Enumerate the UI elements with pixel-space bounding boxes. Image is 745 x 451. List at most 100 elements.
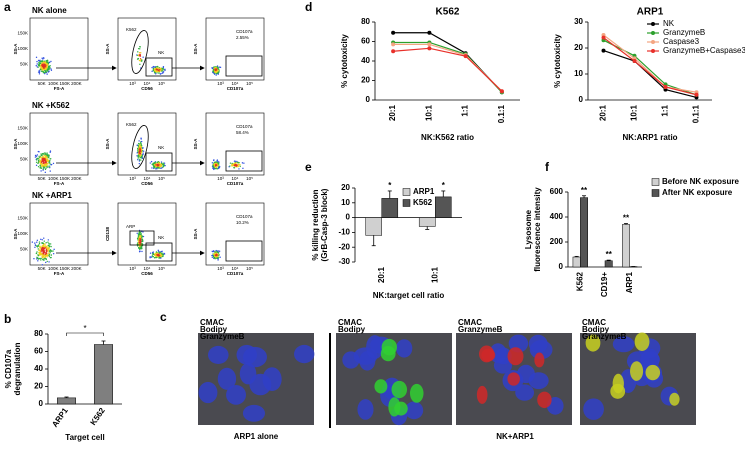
- event-dot: [229, 162, 232, 164]
- event-dot: [36, 256, 38, 259]
- event-dot: [39, 250, 41, 252]
- event-dot: [45, 167, 47, 170]
- nk-cell: [507, 372, 520, 386]
- event-dot: [42, 164, 44, 166]
- event-dot: [159, 164, 162, 166]
- event-dot: [211, 167, 214, 169]
- x-tick-label: 10³: [217, 266, 224, 271]
- x-tick-label: CD19+: [600, 272, 609, 297]
- y-tick-label: 600: [550, 187, 564, 196]
- event-dot: [149, 252, 152, 254]
- event-dot: [49, 150, 52, 152]
- event-dot: [39, 166, 42, 168]
- event-dot: [138, 143, 140, 145]
- significance: *: [442, 181, 446, 190]
- gate: [225, 150, 263, 172]
- event-dot: [39, 160, 42, 162]
- event-dot: [150, 160, 153, 163]
- event-dot: [47, 154, 49, 156]
- nk-cell: [585, 334, 601, 352]
- x-tick-label: 20:1: [599, 104, 608, 121]
- legend-label: Before NK exposure: [662, 177, 739, 186]
- event-dot: [44, 64, 46, 67]
- event-dot: [234, 164, 237, 166]
- event-dot: [154, 66, 156, 68]
- event-dot: [44, 152, 47, 154]
- event-dot: [142, 56, 144, 58]
- event-dot: [43, 246, 46, 248]
- bar: [604, 260, 613, 268]
- gate-label: K562: [126, 27, 137, 32]
- event-dot: [160, 255, 162, 257]
- event-dot: [139, 149, 142, 151]
- event-dot: [34, 242, 36, 244]
- event-dot: [37, 162, 39, 164]
- event-dot: [48, 261, 50, 263]
- event-dot: [140, 142, 142, 145]
- event-dot: [211, 162, 214, 164]
- event-dot: [156, 164, 158, 166]
- event-dot: [155, 68, 158, 70]
- event-dot: [154, 68, 156, 70]
- event-dot: [50, 163, 53, 166]
- legend-swatch: [402, 199, 411, 207]
- axis-label: SS-A: [193, 228, 198, 240]
- event-dot: [161, 253, 163, 255]
- event-dot: [40, 69, 42, 71]
- x-axis-label: NK:target cell ratio: [373, 291, 445, 300]
- event-dot: [45, 68, 47, 70]
- event-dot: [139, 60, 141, 62]
- event-dot: [43, 254, 45, 256]
- line: [603, 37, 697, 96]
- event-dot: [214, 257, 216, 259]
- result-label: CD107a: [236, 214, 253, 219]
- event-dot: [38, 73, 41, 75]
- event-dot: [138, 232, 141, 235]
- event-dot: [152, 162, 155, 164]
- event-dot: [52, 253, 55, 255]
- event-dot: [231, 165, 233, 167]
- axis-label: CD107a: [227, 181, 244, 186]
- event-dot: [217, 250, 219, 253]
- x-tick-label: 10³: [129, 266, 136, 271]
- event-dot: [35, 252, 38, 255]
- x-tick-label: 10⁵: [158, 176, 165, 181]
- cell: [242, 404, 266, 422]
- event-dot: [43, 166, 45, 168]
- marker: [391, 30, 396, 35]
- event-dot: [215, 68, 217, 70]
- event-dot: [156, 71, 158, 73]
- axis-label: CD56: [141, 271, 153, 276]
- event-dot: [140, 148, 143, 150]
- event-dot: [36, 258, 38, 260]
- event-dot: [163, 162, 166, 164]
- x-tick-label: 100K: [48, 176, 59, 181]
- event-dot: [48, 156, 50, 159]
- event-dot: [44, 164, 46, 167]
- event-dot: [162, 66, 165, 68]
- x-tick-label: 0.1:1: [497, 104, 506, 123]
- event-dot: [213, 164, 215, 166]
- y-axis-label: % cytotoxicity: [340, 34, 349, 88]
- event-dot: [215, 74, 217, 76]
- cell: [262, 367, 282, 392]
- cell: [516, 364, 535, 384]
- event-dot: [42, 256, 45, 258]
- gate-label: NK: [158, 235, 164, 240]
- event-dot: [139, 141, 142, 143]
- event-dot: [34, 154, 37, 157]
- event-dot: [44, 247, 47, 249]
- row-title: NK alone: [32, 6, 67, 15]
- event-dot: [48, 70, 50, 72]
- channel-label: Bodipy: [200, 325, 228, 334]
- event-dot: [36, 66, 39, 68]
- event-dot: [138, 152, 140, 154]
- event-dot: [138, 140, 140, 142]
- cell: [342, 351, 360, 369]
- event-dot: [45, 165, 47, 167]
- event-dot: [142, 147, 144, 150]
- event-dot: [152, 65, 155, 68]
- event-dot: [218, 66, 221, 68]
- event-dot: [40, 253, 43, 256]
- y-tick-label: 150K: [17, 216, 28, 221]
